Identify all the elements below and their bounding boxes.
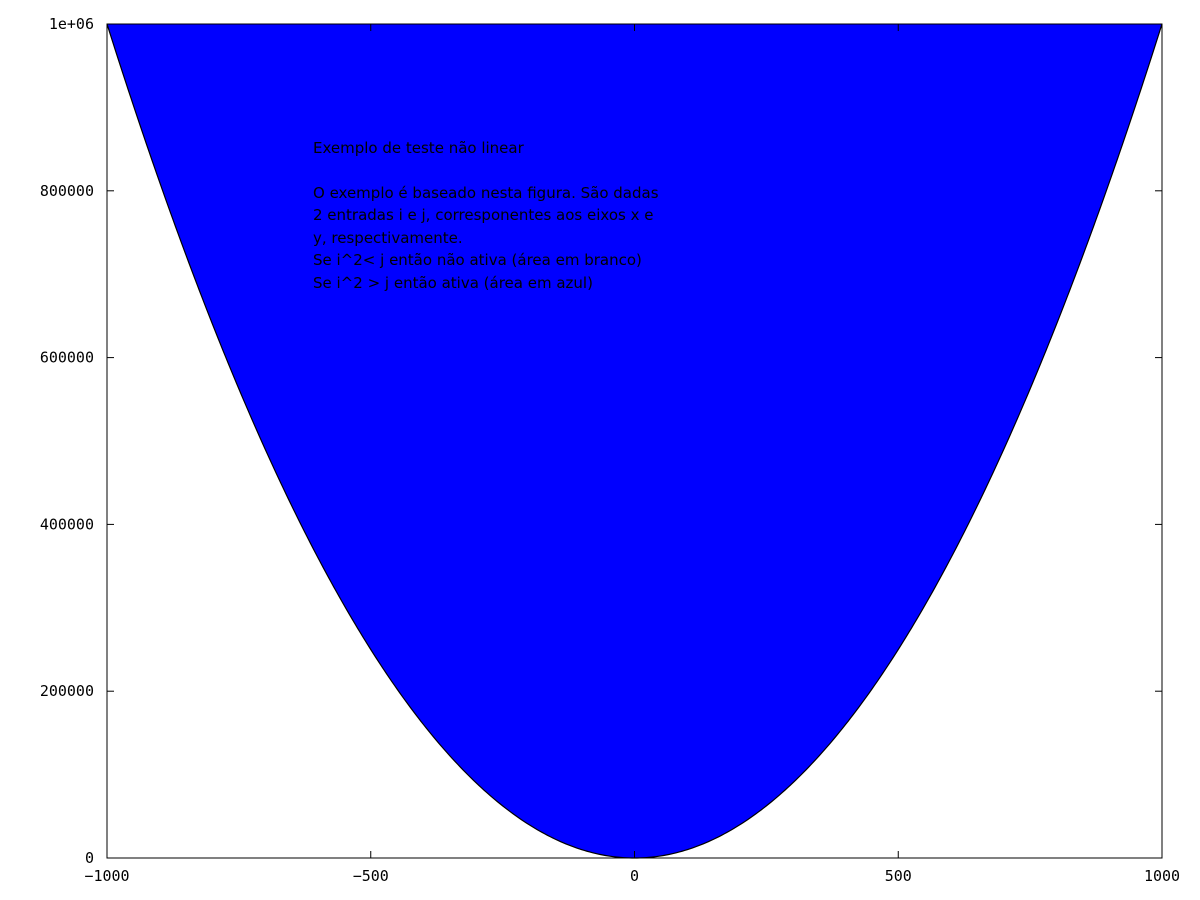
y-tick-label: 1e+06: [49, 15, 94, 33]
annotation-line: Se i^2 > j então ativa (área em azul): [313, 273, 593, 292]
x-tick-label: −1000: [84, 867, 129, 885]
x-tick-label: 0: [630, 867, 639, 885]
annotation-line: y, respectivamente.: [313, 228, 463, 247]
x-tick-label: 1000: [1144, 867, 1180, 885]
annotation-line: O exemplo é baseado nesta figura. São da…: [313, 183, 659, 202]
y-tick-label: 800000: [40, 182, 94, 200]
annotation-title: Exemplo de teste não linear: [313, 139, 524, 157]
annotation-line: Se i^2< j então não ativa (área em branc…: [313, 251, 642, 269]
annotation: Exemplo de teste não linear O exemplo é …: [313, 137, 733, 294]
y-tick-label: 200000: [40, 682, 94, 700]
y-tick-label: 0: [85, 849, 94, 867]
x-tick-label: −500: [353, 867, 389, 885]
annotation-line: 2 entradas i e j, corresponentes aos eix…: [313, 206, 654, 224]
y-tick-label: 400000: [40, 515, 94, 533]
x-tick-label: 500: [885, 867, 912, 885]
y-tick-label: 600000: [40, 349, 94, 367]
